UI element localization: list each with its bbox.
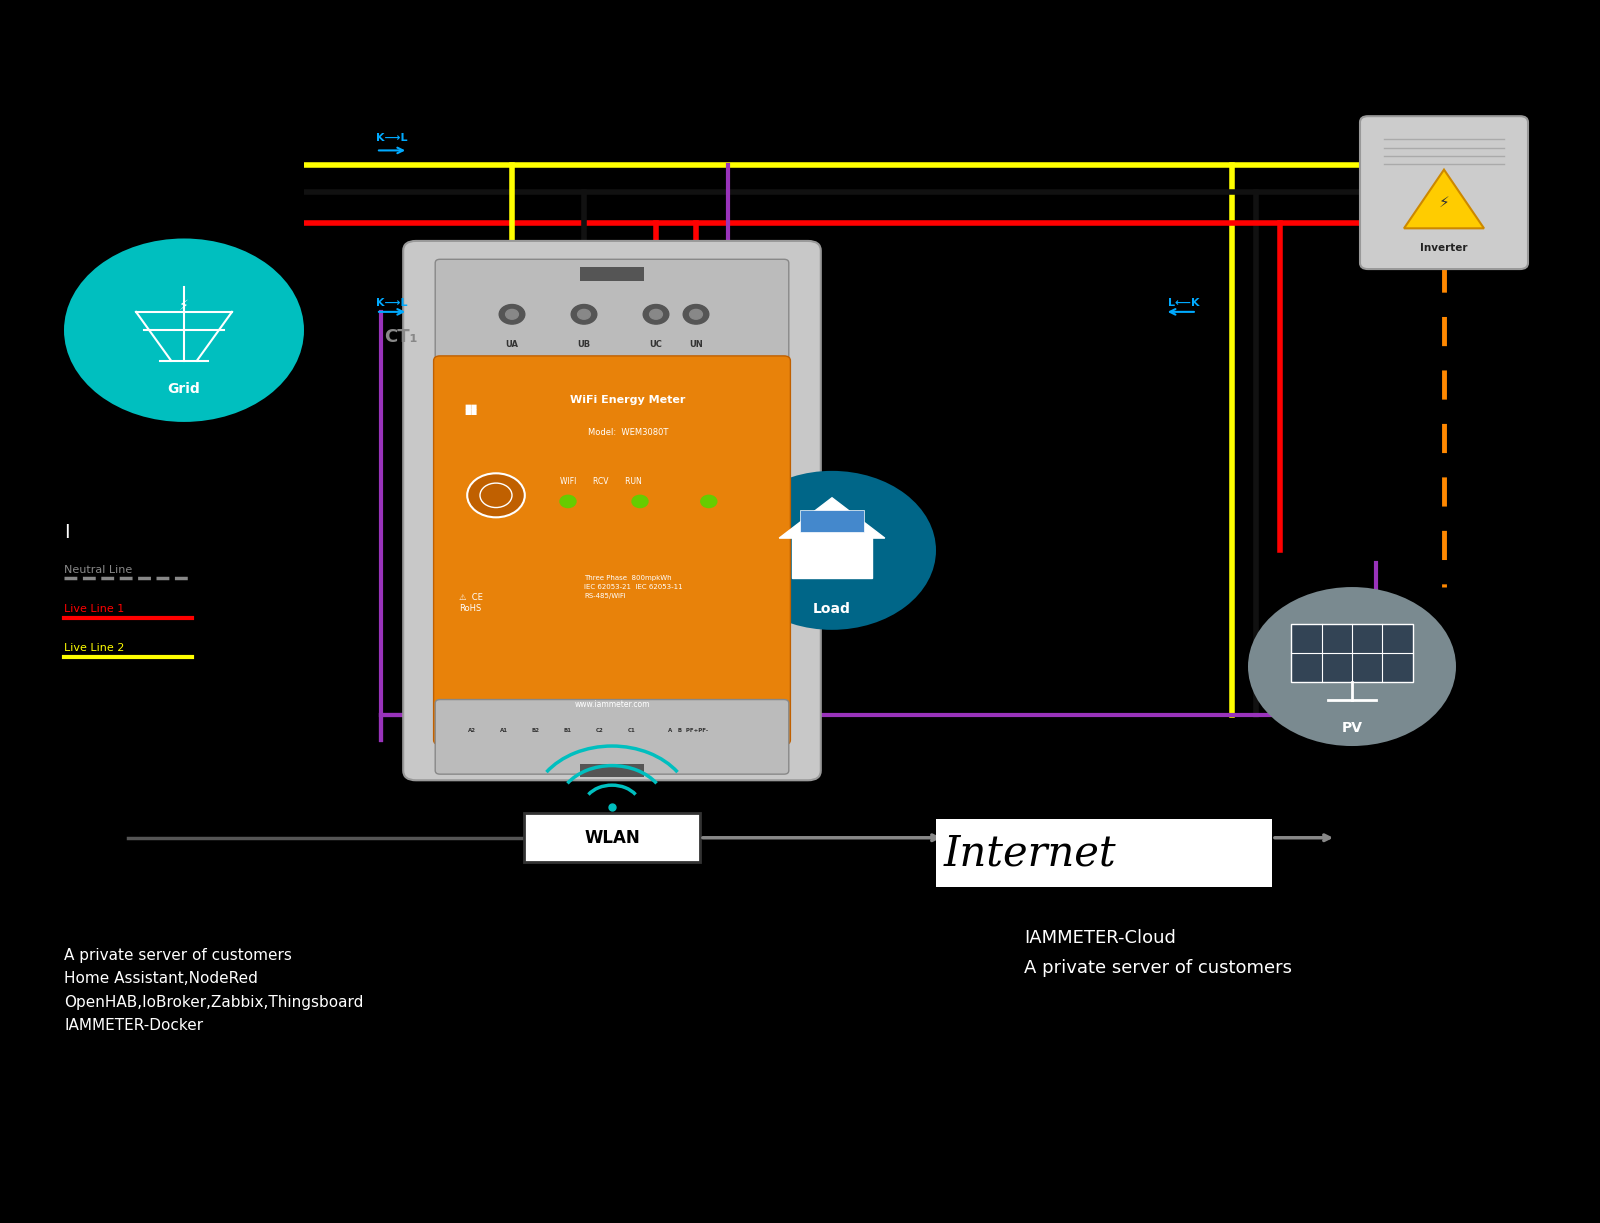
Polygon shape — [779, 498, 885, 538]
Circle shape — [701, 495, 717, 508]
Text: A2: A2 — [467, 728, 477, 733]
Bar — [579, 267, 643, 281]
Text: Neutral Line: Neutral Line — [64, 565, 133, 575]
FancyBboxPatch shape — [403, 241, 821, 780]
Bar — [579, 764, 643, 777]
FancyBboxPatch shape — [1360, 116, 1528, 269]
Circle shape — [650, 309, 662, 319]
FancyBboxPatch shape — [525, 813, 701, 862]
Text: Grid: Grid — [168, 382, 200, 396]
Text: C2: C2 — [597, 728, 603, 733]
Text: WiFi Energy Meter: WiFi Energy Meter — [570, 395, 686, 405]
Circle shape — [64, 238, 304, 422]
Bar — [800, 510, 864, 532]
Text: Three Phase  800mpkWh
IEC 62053-21  IEC 62053-11
RS-485/WiFi: Three Phase 800mpkWh IEC 62053-21 IEC 62… — [584, 575, 683, 599]
Bar — [792, 536, 872, 578]
Circle shape — [506, 309, 518, 319]
Text: Internet: Internet — [944, 832, 1117, 874]
Text: WIFI       RCV       RUN: WIFI RCV RUN — [560, 477, 642, 486]
Text: Live Line 1: Live Line 1 — [64, 604, 125, 614]
Text: B2: B2 — [531, 728, 541, 733]
Text: B1: B1 — [563, 728, 573, 733]
Text: UA: UA — [506, 340, 518, 349]
Text: PV: PV — [1341, 720, 1363, 735]
Text: UB: UB — [578, 340, 590, 349]
Text: Inverter: Inverter — [1421, 243, 1467, 253]
FancyBboxPatch shape — [435, 259, 789, 364]
Circle shape — [1248, 587, 1456, 746]
Text: ⚡: ⚡ — [1438, 196, 1450, 210]
Circle shape — [643, 305, 669, 324]
Text: Model:  WEM3080T: Model: WEM3080T — [587, 428, 669, 437]
Text: A1: A1 — [499, 728, 509, 733]
Circle shape — [632, 495, 648, 508]
Polygon shape — [1405, 170, 1485, 229]
Text: ■■
■■: ■■ ■■ — [464, 404, 477, 415]
Text: Live Line 2: Live Line 2 — [64, 643, 125, 653]
Text: UN: UN — [690, 340, 702, 349]
Circle shape — [467, 473, 525, 517]
Circle shape — [690, 309, 702, 319]
Circle shape — [560, 495, 576, 508]
Text: K⟶L: K⟶L — [376, 298, 408, 308]
Text: I: I — [64, 522, 70, 542]
Text: L⟵K: L⟵K — [1168, 298, 1200, 308]
Text: WLAN: WLAN — [584, 829, 640, 846]
Text: IAMMETER-Cloud
A private server of customers: IAMMETER-Cloud A private server of custo… — [1024, 929, 1293, 977]
Circle shape — [480, 483, 512, 508]
Text: A   B  PF+PF-: A B PF+PF- — [667, 728, 707, 733]
Circle shape — [571, 305, 597, 324]
FancyBboxPatch shape — [435, 700, 789, 774]
Text: ⚠  CE
RoHS: ⚠ CE RoHS — [459, 593, 483, 613]
Text: ⚡: ⚡ — [179, 298, 189, 313]
Circle shape — [728, 471, 936, 630]
Text: UC: UC — [650, 340, 662, 349]
Text: C1: C1 — [629, 728, 635, 733]
Text: CT₁: CT₁ — [384, 328, 418, 346]
Text: Load: Load — [813, 602, 851, 616]
Circle shape — [683, 305, 709, 324]
FancyBboxPatch shape — [434, 356, 790, 745]
Circle shape — [578, 309, 590, 319]
Bar — [1291, 624, 1413, 682]
Text: K⟶L: K⟶L — [376, 133, 408, 143]
Circle shape — [499, 305, 525, 324]
Text: www.iammeter.com: www.iammeter.com — [574, 701, 650, 709]
Text: A private server of customers
Home Assistant,NodeRed
OpenHAB,IoBroker,Zabbix,Thi: A private server of customers Home Assis… — [64, 948, 363, 1033]
FancyBboxPatch shape — [936, 819, 1272, 887]
